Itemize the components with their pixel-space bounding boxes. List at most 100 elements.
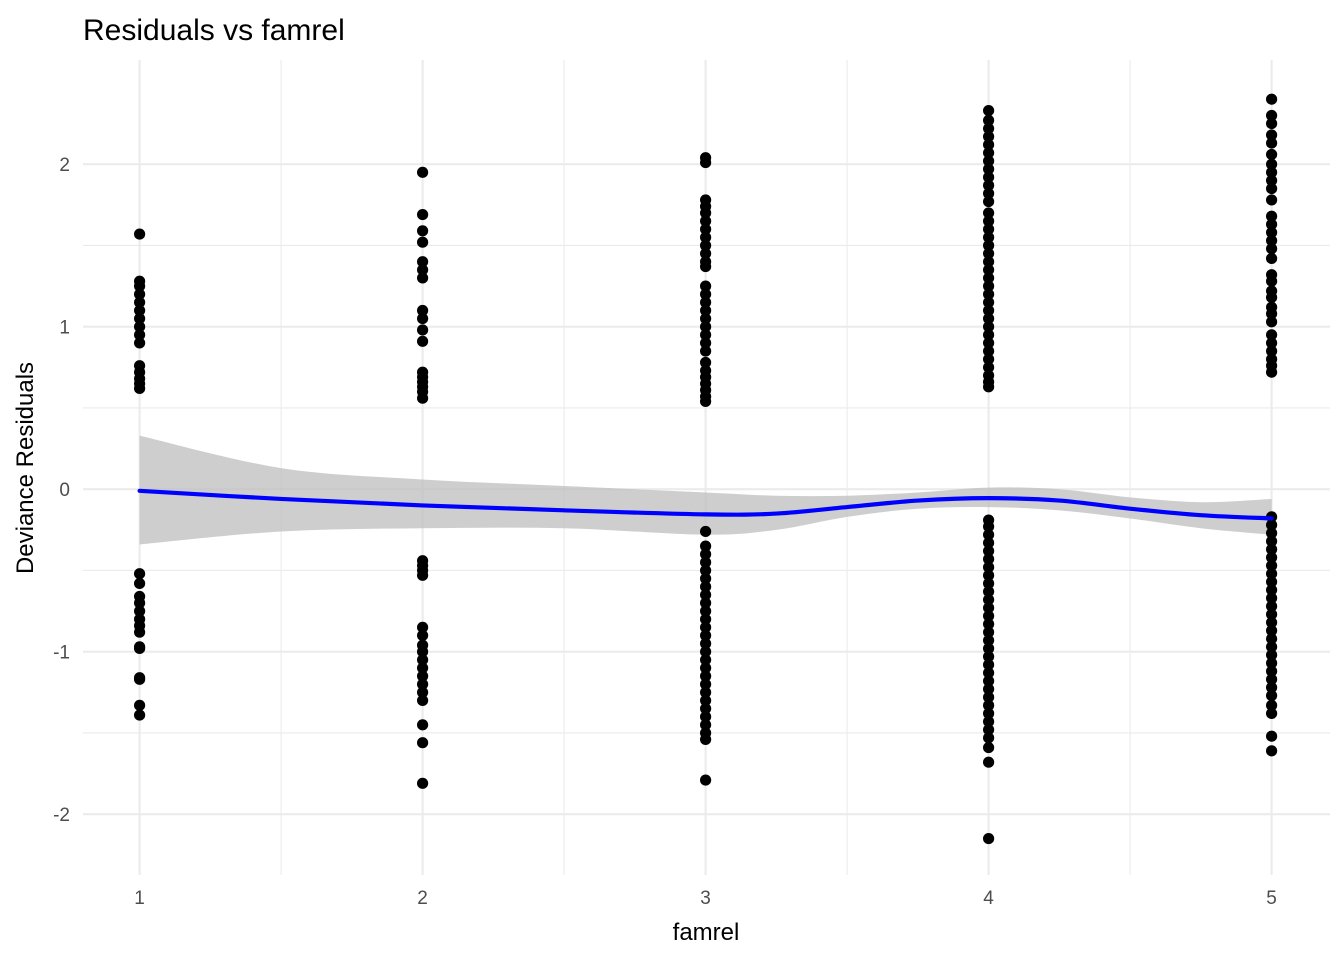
- data-point: [134, 312, 146, 325]
- data-point: [983, 223, 995, 235]
- data-point: [700, 572, 712, 585]
- data-point: [1266, 243, 1278, 255]
- data-point: [1266, 657, 1278, 669]
- data-point: [134, 296, 146, 308]
- data-point: [417, 654, 429, 666]
- data-point: [1266, 699, 1278, 711]
- data-point: [134, 626, 146, 638]
- data-point: [983, 756, 995, 768]
- data-point: [983, 585, 995, 598]
- data-point: [983, 594, 995, 606]
- data-point: [983, 545, 995, 557]
- data-point: [417, 335, 429, 347]
- data-point: [134, 304, 146, 317]
- data-point: [1266, 584, 1278, 596]
- data-point: [983, 280, 995, 292]
- data-point: [983, 650, 995, 663]
- data-point: [700, 613, 712, 625]
- data-point: [983, 361, 995, 373]
- data-point: [1266, 182, 1278, 195]
- data-point: [1266, 291, 1278, 304]
- data-point: [983, 231, 995, 243]
- x-tick-label: 2: [417, 888, 428, 909]
- data-point: [417, 694, 429, 707]
- data-point: [700, 215, 712, 227]
- data-point: [1266, 527, 1278, 539]
- data-point: [983, 207, 995, 219]
- data-point: [700, 605, 712, 617]
- data-point: [417, 662, 429, 674]
- data-point: [983, 707, 995, 720]
- data-point: [983, 187, 995, 200]
- data-point: [700, 654, 712, 666]
- data-point: [417, 208, 429, 221]
- confidence-band: [139, 435, 1272, 545]
- data-point: [1266, 129, 1278, 141]
- x-axis-title: famrel: [673, 919, 740, 946]
- data-point: [700, 247, 712, 260]
- x-tick-label: 3: [700, 888, 711, 909]
- data-point: [983, 195, 995, 208]
- data-point: [134, 288, 146, 300]
- data-point: [983, 569, 995, 581]
- data-point: [700, 288, 712, 300]
- data-point: [417, 166, 429, 178]
- data-point: [1266, 633, 1278, 645]
- data-point: [983, 715, 995, 728]
- data-point: [983, 553, 995, 565]
- data-point: [417, 312, 429, 325]
- data-point: [983, 537, 995, 549]
- data-point: [700, 525, 712, 538]
- data-point: [983, 163, 995, 175]
- data-point: [134, 642, 146, 655]
- data-point: [983, 659, 995, 671]
- data-point: [983, 602, 995, 614]
- y-tick-label: 0: [59, 480, 70, 501]
- data-point: [1266, 234, 1278, 247]
- data-point: [983, 353, 995, 365]
- data-point: [983, 561, 995, 573]
- data-point: [1266, 707, 1278, 720]
- data-point: [1266, 535, 1278, 547]
- data-point: [983, 529, 995, 541]
- data-point: [700, 356, 712, 369]
- data-point: [983, 329, 995, 341]
- data-point: [1266, 158, 1278, 170]
- data-point: [700, 556, 712, 568]
- data-point: [134, 597, 146, 609]
- data-point: [983, 139, 995, 151]
- data-point: [983, 304, 995, 317]
- data-point: [1266, 568, 1278, 580]
- data-point: [983, 155, 995, 167]
- data-point: [417, 686, 429, 698]
- data-point: [983, 724, 995, 736]
- data-point: [134, 699, 146, 711]
- data-point: [1266, 745, 1278, 757]
- data-point: [983, 675, 995, 687]
- data-point: [983, 272, 995, 284]
- data-point: [417, 236, 429, 248]
- data-point: [417, 629, 429, 642]
- data-point: [1266, 592, 1278, 604]
- data-point: [983, 741, 995, 754]
- data-point: [983, 215, 995, 227]
- data-point: [700, 711, 712, 723]
- data-point: [700, 564, 712, 577]
- data-point: [700, 296, 712, 308]
- data-point: [417, 392, 429, 404]
- y-tick-label: -2: [53, 805, 70, 826]
- data-point: [983, 147, 995, 159]
- data-point: [983, 256, 995, 268]
- data-point: [134, 605, 146, 617]
- x-tick-label: 5: [1266, 888, 1277, 909]
- data-point: [700, 231, 712, 243]
- data-point: [700, 548, 712, 560]
- data-point: [1266, 730, 1278, 742]
- data-point: [700, 686, 712, 698]
- data-point: [1266, 616, 1278, 629]
- chart-title: Residuals vs famrel: [83, 14, 345, 47]
- data-point: [1266, 624, 1278, 637]
- data-point: [700, 223, 712, 235]
- data-point: [983, 296, 995, 308]
